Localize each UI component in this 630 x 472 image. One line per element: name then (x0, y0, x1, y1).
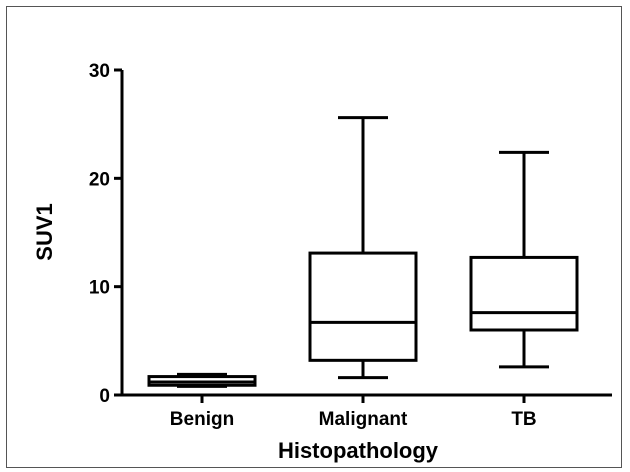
x-axis-title: Histopathology (278, 438, 439, 463)
y-axis-title: SUV1 (32, 203, 57, 260)
y-tick-label: 0 (99, 386, 110, 407)
iqr-box (469, 255, 579, 332)
box-tb (469, 150, 579, 369)
y-axis: 0 10 20 30 (89, 61, 124, 407)
x-axis: Benign Malignant TB (122, 393, 612, 430)
iqr-box (308, 251, 418, 362)
x-tick-label: Benign (170, 409, 234, 430)
box-malignant (308, 116, 418, 380)
y-tick-label: 10 (89, 278, 110, 299)
chart-frame (6, 6, 622, 468)
x-tick-label: TB (511, 409, 536, 430)
y-tick-label: 30 (89, 61, 110, 82)
box-series (147, 116, 579, 388)
y-tick-label: 20 (89, 169, 110, 190)
box-benign (147, 372, 257, 388)
x-tick-label: Malignant (319, 409, 408, 430)
